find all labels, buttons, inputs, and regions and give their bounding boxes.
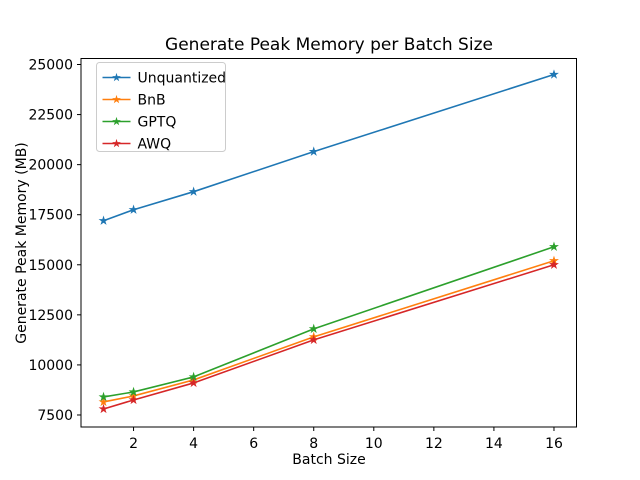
data-point-star-icon — [549, 259, 559, 269]
y-tick-label: 12500 — [28, 308, 73, 324]
data-point-star-icon — [549, 69, 559, 79]
x-tick-label: 2 — [129, 436, 138, 452]
series-line-awq — [102, 263, 555, 410]
data-point-star-icon — [98, 215, 109, 225]
legend-box — [96, 62, 226, 152]
legend-label: GPTQ — [138, 115, 177, 131]
x-tick-label: 10 — [365, 436, 383, 452]
data-point-star-icon — [188, 377, 199, 388]
y-tick-label: 22500 — [28, 108, 73, 124]
data-point-star-icon — [128, 204, 139, 214]
data-point-star-icon — [128, 394, 139, 405]
y-tick-label: 15000 — [28, 258, 73, 274]
x-tick-label: 16 — [545, 436, 563, 452]
x-axis-label: Batch Size — [292, 452, 366, 468]
data-point-star-icon — [128, 386, 139, 397]
y-tick-label: 25000 — [28, 58, 73, 74]
chart-title: Generate Peak Memory per Batch Size — [165, 35, 493, 55]
data-point-star-icon — [308, 146, 319, 156]
legend-label: AWQ — [138, 137, 172, 153]
legend-star-icon — [112, 116, 121, 126]
series-line-gptq — [102, 245, 555, 398]
data-point-star-icon — [308, 334, 319, 345]
y-tick-label: 7500 — [37, 408, 73, 424]
x-tick-label: 6 — [249, 436, 258, 452]
data-point-star-icon — [549, 241, 559, 251]
x-tick-label: 8 — [309, 436, 318, 452]
y-tick-label: 10000 — [28, 358, 73, 374]
data-point-star-icon — [98, 403, 109, 414]
data-point-star-icon — [308, 323, 319, 334]
data-point-star-icon — [188, 371, 199, 382]
y-tick-label: 17500 — [28, 208, 73, 224]
y-tick-label: 20000 — [28, 158, 73, 174]
x-tick-label: 4 — [189, 436, 198, 452]
data-point-star-icon — [98, 391, 109, 402]
legend-star-icon — [112, 138, 121, 148]
legend-star-icon — [112, 94, 121, 104]
legend-star-icon — [112, 72, 121, 82]
legend-label: BnB — [138, 93, 166, 109]
data-point-star-icon — [98, 396, 109, 407]
x-tick-label: 12 — [425, 436, 443, 452]
x-tick-label: 14 — [485, 436, 503, 452]
legend-label: Unquantized — [138, 71, 227, 87]
axes-frame — [80, 58, 577, 428]
data-point-star-icon — [188, 186, 199, 196]
series-line-bnb — [102, 259, 555, 403]
